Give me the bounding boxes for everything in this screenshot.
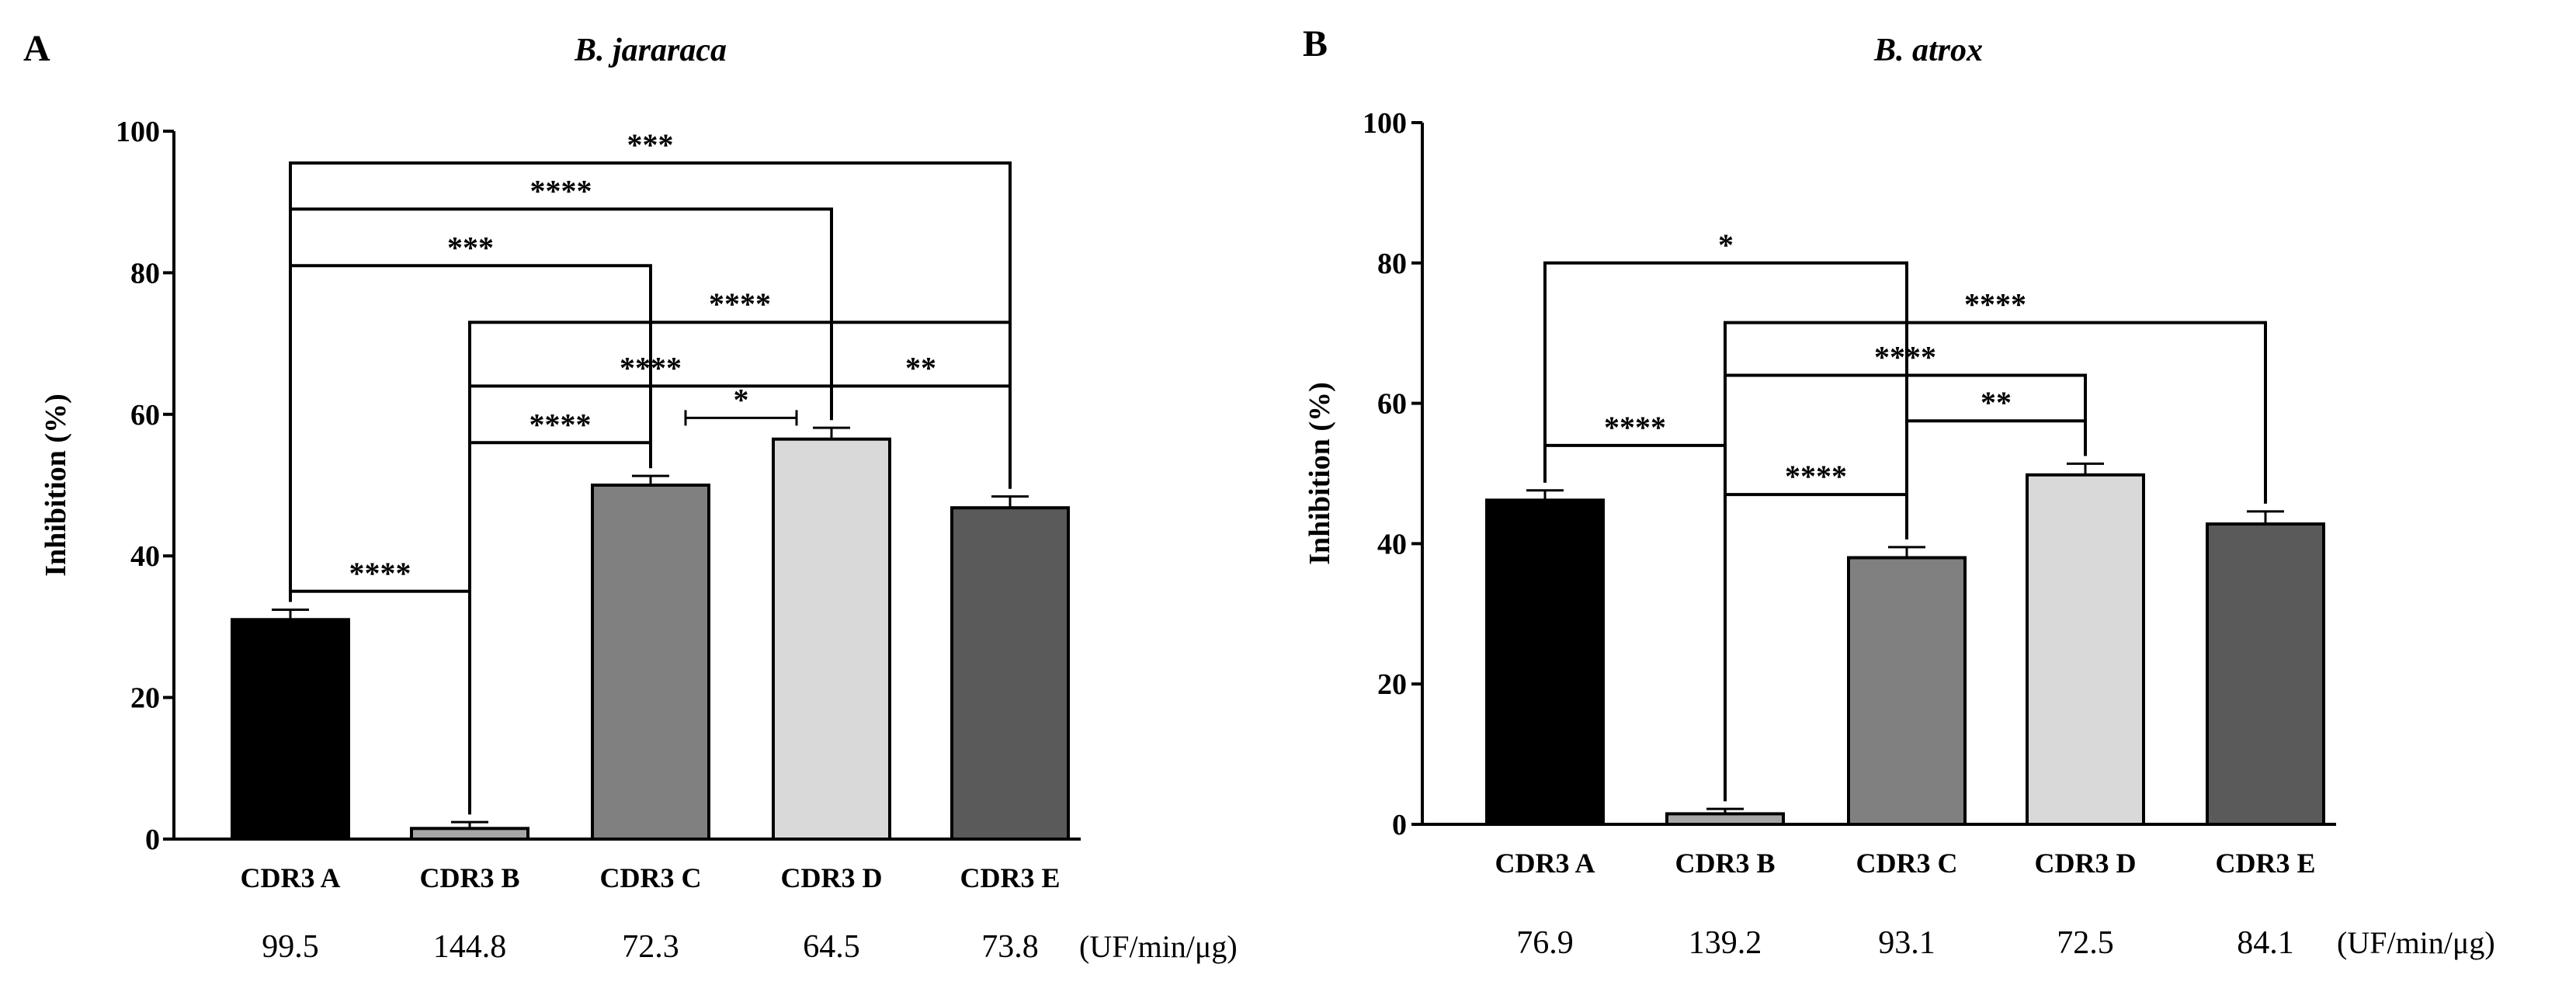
significance-label: **** [1785,459,1847,494]
rate-value: 76.9 [1516,925,1574,961]
rate-value: 99.5 [262,929,319,965]
significance-label: *** [627,127,674,162]
x-tick-label: CDR3 B [419,862,519,893]
y-tick-label: 40 [130,540,160,573]
y-tick-label: 60 [130,399,160,432]
x-tick-label: CDR3 B [1675,848,1775,879]
significance-label: ** [905,350,936,385]
y-tick-label: 80 [130,257,160,290]
y-tick-label: 20 [130,682,160,715]
y-tick-label: 100 [116,116,160,148]
bracket-line [289,161,1012,602]
significance-label: **** [709,286,771,321]
x-tick-label: CDR3 D [2035,848,2137,879]
x-tick-label: CDR3 C [1856,848,1958,879]
x-tick-label: CDR3 E [960,862,1060,893]
significance-label: * [734,382,749,417]
y-tick-label: 100 [1363,107,1407,140]
y-axis-label: Inhibition (%) [40,394,72,576]
bracket-line [1724,321,2267,802]
bar [231,618,350,841]
bar [772,437,891,841]
bar [1485,498,1605,826]
y-tick-label: 60 [1377,388,1407,421]
significance-bracket: ** [1905,385,2087,539]
x-tick-label: CDR3 D [781,862,883,893]
bracket-line [1543,261,1908,539]
chart-panel-a: A B. jararaca 0 20 40 60 80 100 Inhibition (%) CD… [23,28,1238,965]
panel-letter: A [23,28,50,69]
bracket-line [289,207,833,602]
significance-label: ** [1981,385,2012,420]
rate-value: 139.2 [1689,925,1762,961]
significance-label: *** [447,230,494,265]
chart-title: B. atrox [1873,33,1983,68]
bar [410,827,529,841]
significance-bracket: *** [289,127,1012,602]
significance-bracket: * [684,382,798,426]
rate-value: 72.3 [622,929,679,965]
significance-bracket: **** [289,173,833,602]
rate-value: 64.5 [803,929,860,965]
x-tick-label: CDR3 A [240,862,340,893]
significance-label: * [1718,227,1734,262]
panel-letter: B [1303,23,1328,64]
y-tick-label: 40 [1377,528,1407,560]
y-tick-label: 20 [1377,668,1407,701]
x-tick-label: CDR3 A [1495,848,1595,879]
rate-value: 93.1 [1878,925,1935,961]
x-tick-label: CDR3 C [600,862,702,893]
significance-label: **** [1964,287,2026,322]
rate-value: 84.1 [2237,925,2294,961]
rate-value: 73.8 [981,929,1039,965]
bar [2206,522,2325,826]
rate-value: 144.8 [433,929,507,965]
y-tick-label: 0 [1392,809,1407,841]
bar [1665,812,1785,826]
chart-title: B. jararaca [574,33,727,68]
significance-label: **** [530,173,592,208]
y-tick-label: 0 [145,824,160,856]
significance-bracket: **** [1724,287,2267,802]
significance-bracket: * [1543,227,1908,539]
bar [591,484,710,841]
bar [1847,556,1967,826]
significance-label: **** [349,556,411,591]
rate-unit: (UF/min/μg) [2337,925,2495,960]
rate-unit: (UF/min/μg) [1079,929,1238,964]
chart-panel-b: B B. atrox 0 20 40 60 80 100 Inhibition (%) CDR3 … [1303,23,2495,961]
bar [950,506,1070,841]
rate-value: 72.5 [2057,925,2114,961]
significance-label: **** [529,407,592,442]
x-tick-label: CDR3 E [2215,848,2315,879]
significance-label: **** [1604,410,1666,445]
y-tick-label: 80 [1377,248,1407,280]
y-axis-label: Inhibition (%) [1304,382,1336,564]
bar [2026,473,2145,826]
